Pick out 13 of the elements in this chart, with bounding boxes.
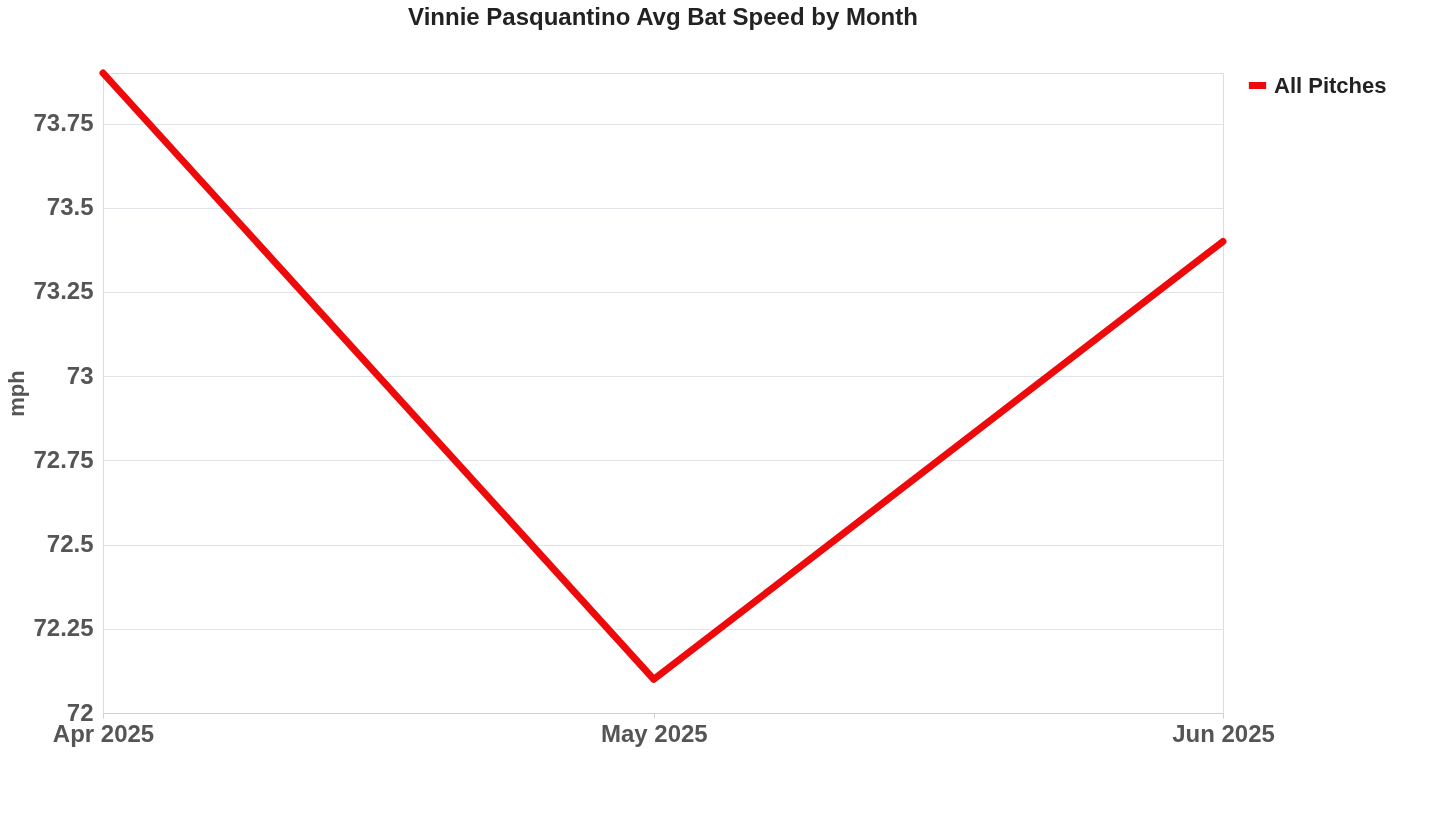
y-tick-label: 73 <box>66 361 94 389</box>
y-tick-label: 72.25 <box>33 614 94 642</box>
y-tick-label: 72.5 <box>46 530 94 558</box>
y-axis-title: mph <box>4 370 30 417</box>
legend-label: All Pitches <box>1274 72 1387 98</box>
y-tick-label: 72 <box>66 698 94 726</box>
x-tick-label: May 2025 <box>600 719 708 747</box>
y-tick-label: 73.75 <box>33 109 94 137</box>
x-tick-label: Jun 2025 <box>1172 719 1275 747</box>
chart-title: Vinnie Pasquantino Avg Bat Speed by Month <box>408 2 918 30</box>
y-tick-label: 73.5 <box>46 193 94 221</box>
y-tick-label: 72.75 <box>33 445 94 473</box>
y-tick-label: 73.25 <box>33 277 94 305</box>
